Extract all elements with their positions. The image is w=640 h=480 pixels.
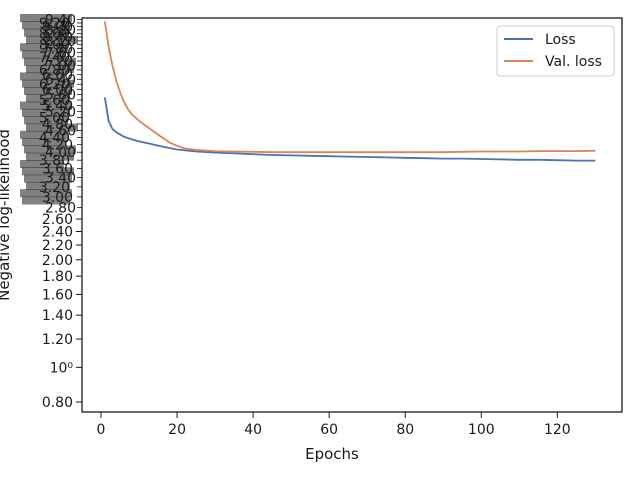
- y-tick-label-overlap-block: [26, 65, 74, 74]
- y-tick-label-overlap-block: [20, 101, 72, 110]
- y-tick-label-overlap-block: [26, 123, 78, 132]
- y-tick-label-overlap-block: [26, 181, 70, 190]
- y-tick-label: 2.60: [42, 212, 73, 228]
- x-tick-label: 100: [468, 422, 495, 438]
- legend-label: Loss: [545, 32, 576, 48]
- y-tick-label-overlap-block: [22, 79, 74, 88]
- series-line-loss: [103, 97, 596, 162]
- y-tick-label-overlap-block: [26, 94, 70, 103]
- y-tick-label-overlap-block: [20, 189, 72, 198]
- y-tick-label-overlap-block: [20, 130, 68, 139]
- y-tick-label: 0.80: [42, 395, 73, 411]
- overlapping-y-tick-labels: 2.803.003.203.403.603.804.004.204.404.60…: [20, 13, 78, 217]
- x-tick-label: 20: [168, 422, 186, 438]
- y-tick-label: 2.40: [42, 225, 73, 241]
- y-tick-label-overlap-block: [22, 50, 66, 59]
- y-tick-label: 1.40: [42, 308, 73, 324]
- x-tick-label: 120: [544, 422, 571, 438]
- y-axis-title: Negative log-likelihood: [0, 129, 13, 301]
- legend: Loss Val. loss: [496, 25, 615, 77]
- x-tick-label: 80: [396, 422, 414, 438]
- y-tick-label: 1.20: [42, 332, 73, 348]
- y-tick-label: 2.20: [42, 238, 73, 254]
- y-tick-label-overlap-block: [20, 72, 64, 81]
- y-tick-label-overlap-block: [22, 108, 70, 117]
- y-tick-label-overlap-block: [20, 43, 68, 52]
- axes: 0.80 10⁰ 1.20 1.40 1.60 1.802.002.202.402.60 0…: [0, 17, 623, 463]
- y-tick-label-overlap-block: [24, 87, 72, 95]
- x-tick-label: 0: [97, 422, 106, 438]
- y-tick-label-overlap-block: [26, 152, 74, 161]
- y-tick-label: 10⁰: [50, 360, 74, 376]
- x-tick-label: 40: [244, 422, 262, 438]
- y-tick-label-overlap-block: [20, 160, 64, 168]
- y-tick-label-overlap-block: [24, 28, 68, 37]
- y-tick-label-overlap-block: [24, 57, 76, 66]
- y-tick-label-overlap-block: [22, 138, 66, 147]
- y-tick-label: 1.80: [42, 269, 73, 285]
- plot-area: [103, 21, 596, 162]
- y-tick-label: 2.00: [42, 253, 73, 269]
- y-tick-label-overlap-block: [22, 196, 70, 205]
- y-tick-label-overlap: 2.80: [45, 201, 76, 217]
- y-tick-label-overlap-block: [24, 174, 72, 183]
- x-axis-title: Epochs: [305, 445, 359, 463]
- y-tick-label-overlap-block: [24, 116, 68, 125]
- series-line-val-loss: [103, 21, 596, 154]
- y-tick-label-overlap-block: [22, 167, 74, 176]
- y-tick-label-overlap-block: [20, 14, 72, 22]
- plot-frame: [81, 17, 623, 413]
- y-tick-label-overlap-block: [24, 145, 76, 154]
- y-tick-label-overlap-block: [22, 21, 70, 30]
- y-tick-label-overlap-block: [26, 35, 78, 44]
- legend-label: Val. loss: [545, 54, 602, 70]
- y-tick-label: 1.60: [42, 287, 73, 303]
- x-tick-label: 60: [320, 422, 338, 438]
